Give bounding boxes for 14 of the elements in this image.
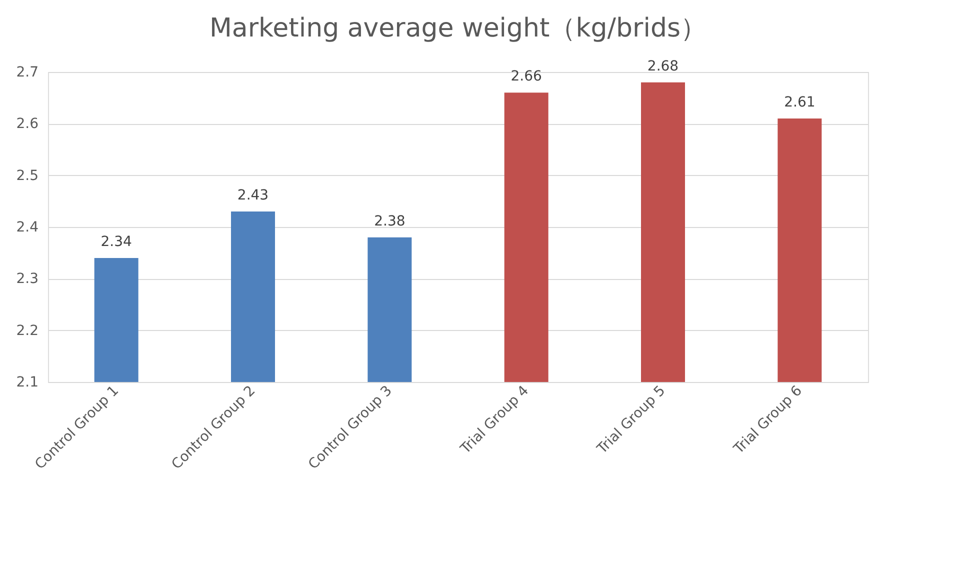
y-tick-label: 2.1 — [16, 374, 38, 390]
y-tick-label: 2.5 — [16, 168, 38, 184]
y-tick-label: 2.4 — [16, 220, 39, 236]
y-tick-label: 2.2 — [16, 322, 38, 339]
data-label: 2.68 — [647, 58, 679, 74]
y-tick-label: 2.3 — [16, 271, 38, 288]
data-label: 2.38 — [374, 213, 406, 230]
chart-title: Marketing average weight（kg/brids） — [210, 13, 706, 44]
y-tick-label: 2.6 — [16, 116, 39, 132]
data-label: 2.61 — [784, 94, 816, 110]
data-label: 2.43 — [237, 188, 269, 204]
y-tick-label: 2.7 — [16, 64, 38, 80]
data-label: 2.66 — [510, 68, 542, 85]
data-label: 2.34 — [100, 234, 132, 250]
